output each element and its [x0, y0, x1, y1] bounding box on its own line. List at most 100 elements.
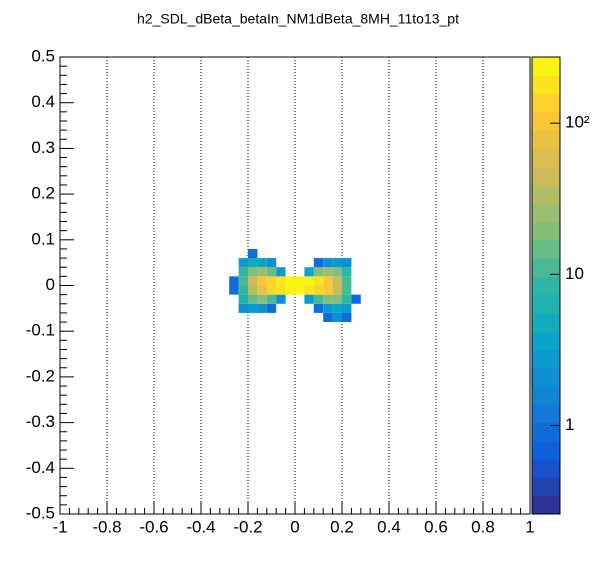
heat-cell	[276, 267, 286, 277]
colorbar-band	[532, 367, 560, 387]
heat-cell	[276, 294, 286, 304]
x-tick-label: -0.2	[233, 517, 262, 536]
heat-cell	[304, 294, 314, 304]
heat-cell	[257, 276, 267, 286]
heat-cell	[304, 285, 314, 295]
heat-cell	[238, 294, 248, 304]
heat-cell	[342, 312, 352, 323]
colorbar-band	[532, 349, 560, 369]
colorbar-band	[532, 459, 560, 478]
heat-cell	[266, 285, 277, 295]
y-tick-label: 0.2	[31, 184, 55, 203]
colorbar-band	[532, 75, 560, 95]
heat-cell	[295, 285, 305, 295]
heat-cell	[238, 303, 248, 313]
colorbar-band	[532, 93, 560, 113]
heat-cell	[238, 258, 248, 268]
heat-cell	[248, 258, 258, 268]
heat-cell	[266, 276, 277, 286]
heat-cell	[323, 303, 333, 313]
colorbar-band	[532, 294, 560, 314]
colorbar-band	[532, 221, 560, 241]
colorbar-band	[532, 404, 560, 424]
colorbar-band	[532, 422, 560, 442]
y-tick-label: 0.3	[31, 138, 55, 157]
heat-cell	[257, 267, 267, 277]
colorbar-band	[532, 258, 560, 277]
heat-cell	[266, 294, 277, 304]
colorbar-tick-label: 10²	[565, 113, 590, 132]
y-tick-label: 0	[46, 275, 55, 294]
colorbar-band	[532, 111, 560, 131]
heat-cell	[313, 303, 324, 313]
colorbar-band	[532, 312, 560, 332]
colorbar-tick-label: 1	[565, 415, 574, 434]
heat-cell	[229, 276, 239, 286]
heat-cell	[313, 294, 324, 304]
x-tick-label: -0.4	[186, 517, 215, 536]
heat-cell	[323, 267, 333, 277]
heat-cell	[238, 276, 248, 286]
heat-cell	[342, 303, 352, 313]
heat-cell	[285, 276, 295, 286]
heat-cell	[248, 303, 258, 313]
heat-cell	[257, 294, 267, 304]
heat-cell	[332, 267, 342, 277]
heat-cell	[313, 267, 324, 277]
colorbar-band	[532, 166, 560, 186]
colorbar-band	[532, 148, 560, 168]
x-tick-label: -0.6	[139, 517, 168, 536]
heat-cell	[332, 285, 342, 295]
colorbar-band	[532, 386, 560, 405]
heat-cell	[342, 294, 352, 304]
heat-cell	[266, 258, 277, 268]
heat-cell	[342, 285, 352, 295]
heat-cell	[257, 303, 267, 313]
y-tick-label: -0.1	[26, 321, 55, 340]
colorbar-band	[532, 276, 560, 296]
heat-cell	[238, 285, 248, 295]
heat-cell	[266, 267, 277, 277]
heat-cell	[351, 294, 361, 304]
heat-cell	[323, 276, 333, 286]
colorbar-band	[532, 440, 560, 460]
heat-cell	[285, 285, 295, 295]
x-tick-label: -1	[52, 517, 67, 536]
heat-cell	[238, 267, 248, 277]
heat-cell	[332, 294, 342, 304]
heat-cell	[248, 267, 258, 277]
heat-cell	[323, 258, 333, 268]
y-tick-label: -0.4	[26, 458, 55, 477]
y-tick-label: 0.1	[31, 229, 55, 248]
heat-cell	[248, 294, 258, 304]
colorbar-band	[532, 57, 560, 76]
plot-frame	[59, 56, 531, 515]
colorbar-band	[532, 239, 560, 259]
colorbar-band	[532, 184, 560, 204]
x-tick-label: 0.6	[424, 517, 448, 536]
x-tick-label: -0.8	[92, 517, 121, 536]
y-tick-label: -0.2	[26, 366, 55, 385]
heat-cell	[323, 312, 333, 323]
colorbar-band	[532, 130, 560, 149]
heat-cell	[313, 276, 324, 286]
x-tick-label: 0.8	[471, 517, 495, 536]
heat-cell	[313, 285, 324, 295]
chart-title: h2_SDL_dBeta_betaIn_NM1dBeta_8MH_11to13_…	[137, 11, 459, 27]
heat-cell	[248, 248, 258, 259]
y-tick-label: 0.4	[31, 92, 55, 111]
heat-cell	[257, 285, 267, 295]
heat-cell	[342, 267, 352, 277]
colorbar-frame	[531, 56, 561, 515]
colorbar-band	[532, 331, 560, 350]
heat-cell	[304, 267, 314, 277]
heat-cell	[229, 285, 239, 295]
heat-cell	[332, 258, 342, 268]
heat-cell	[295, 276, 305, 286]
heat-cell	[332, 303, 342, 313]
heat-cell	[257, 258, 267, 268]
heat-cell	[276, 276, 286, 286]
x-tick-label: 1	[525, 517, 534, 536]
heat-cell	[342, 276, 352, 286]
